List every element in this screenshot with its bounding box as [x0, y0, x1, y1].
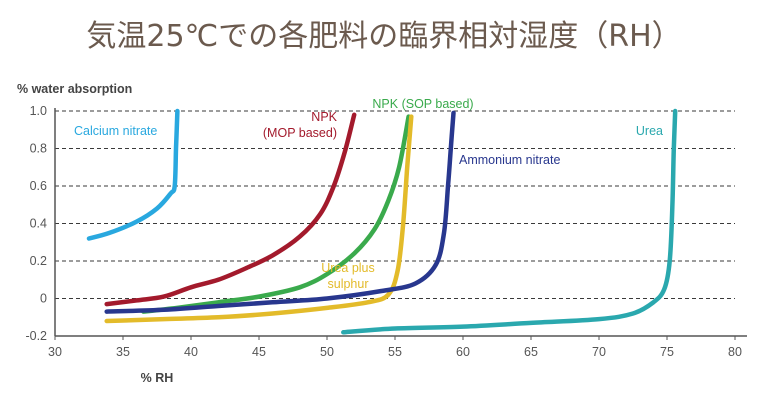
x-tick-label: 70 [592, 345, 606, 359]
series-label-line: NPK [311, 110, 337, 124]
x-tick-label: 75 [660, 345, 674, 359]
y-tick-label: -0.2 [25, 329, 47, 343]
series-line-calcium-nitrate [86, 108, 180, 241]
y-tick-label: 0.8 [30, 142, 47, 156]
series-label-line: Calcium nitrate [74, 124, 157, 138]
y-tick-label: 0.6 [30, 179, 47, 193]
x-tick-label: 45 [252, 345, 266, 359]
series-line-npk-sop-based [141, 114, 411, 314]
series-label-urea-plus-sulphur: Urea plus sulphur [321, 261, 375, 291]
series-label-line: Ammonium nitrate [459, 153, 560, 167]
x-tick-label: 30 [48, 345, 62, 359]
y-tick-label: 0 [40, 292, 47, 306]
series-label-urea: Urea [636, 124, 663, 138]
series-label-npk-sop: NPK (SOP based) [372, 97, 473, 111]
series-line-urea-plus-sulphur [104, 114, 414, 324]
series-label-npk-mop: NPK (MOP based) [263, 110, 338, 140]
series-label-line: Urea plus [321, 261, 375, 275]
series-line-urea [341, 108, 678, 335]
y-tick-label: 0.4 [30, 217, 47, 231]
x-tick-label: 35 [116, 345, 130, 359]
x-tick-label: 80 [728, 345, 742, 359]
series-label-line: Urea [636, 124, 663, 138]
x-tick-label: 40 [184, 345, 198, 359]
x-tick-label: 60 [456, 345, 470, 359]
x-tick-label: 55 [388, 345, 402, 359]
x-axis-label: % RH [141, 371, 174, 385]
chart-title: 気温25℃での各肥料の臨界相対湿度（RH） [86, 19, 681, 54]
series-label-line: sulphur [328, 277, 369, 291]
series-label-ammonium-nitrate: Ammonium nitrate [459, 153, 560, 167]
series-label-line: (MOP based) [263, 126, 337, 140]
x-tick-label: 65 [524, 345, 538, 359]
series-label-line: NPK (SOP based) [372, 97, 473, 111]
series-label-calcium-nitrate: Calcium nitrate [74, 124, 157, 138]
series-line-ammonium-nitrate [104, 110, 456, 314]
y-axis-label: % water absorption [17, 82, 132, 96]
y-tick-label: 0.2 [30, 254, 47, 268]
series-line-npk-mop-based [104, 112, 357, 307]
x-tick-label: 50 [320, 345, 334, 359]
y-tick-label: 1.0 [30, 104, 47, 118]
